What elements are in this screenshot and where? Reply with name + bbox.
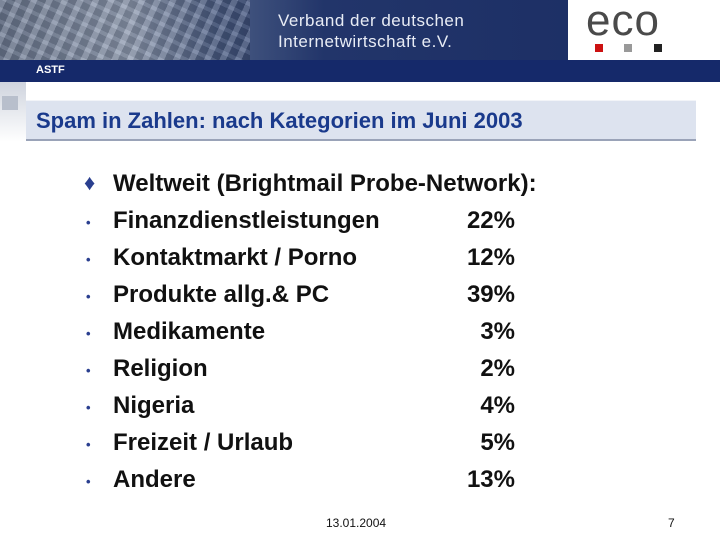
list-item: • Kontaktmarkt / Porno 12% — [0, 244, 720, 281]
bullet-icon: • — [86, 215, 91, 230]
bullet-icon: • — [86, 400, 91, 415]
item-value: 12% — [466, 244, 515, 271]
bullet-icon: • — [86, 252, 91, 267]
association-name: Verband der deutschen Internetwirtschaft… — [278, 10, 558, 52]
bullet-icon: • — [86, 363, 91, 378]
item-value: 22% — [466, 207, 515, 234]
list-item: • Freizeit / Urlaub 5% — [0, 429, 720, 466]
heading-row: ♦ Weltweit (Brightmail Probe-Network): — [0, 170, 720, 207]
logo-dot-gray — [624, 44, 632, 52]
section-label: ASTF — [36, 64, 65, 76]
list-item: • Medikamente 3% — [0, 318, 720, 355]
association-line-1: Verband der deutschen — [278, 11, 465, 30]
item-label: Finanzdienstleistungen — [113, 207, 380, 234]
list-item: • Religion 2% — [0, 355, 720, 392]
association-line-2: Internetwirtschaft e.V. — [278, 32, 453, 51]
bullet-icon: • — [86, 437, 91, 452]
heading-text: Weltweit (Brightmail Probe-Network): — [113, 170, 537, 197]
logo-text: eco — [586, 0, 660, 45]
item-value: 5% — [480, 429, 515, 456]
item-value: 39% — [466, 281, 515, 308]
side-block — [2, 96, 18, 110]
slide-title: Spam in Zahlen: nach Kategorien im Juni … — [36, 108, 523, 133]
item-label: Nigeria — [113, 392, 195, 419]
slide-title-box: Spam in Zahlen: nach Kategorien im Juni … — [26, 100, 696, 141]
list-item: • Andere 13% — [0, 466, 720, 503]
item-label: Religion — [113, 355, 208, 382]
footer-date: 13.01.2004 — [326, 516, 387, 530]
bullet-icon: • — [86, 474, 91, 489]
eco-logo: eco — [568, 0, 720, 60]
item-value: 2% — [480, 355, 515, 382]
item-value: 3% — [480, 318, 515, 345]
bullet-icon: • — [86, 289, 91, 304]
list-item: • Produkte allg.& PC 39% — [0, 281, 720, 318]
list-item: • Nigeria 4% — [0, 392, 720, 429]
bullet-icon: • — [86, 326, 91, 341]
header-banner: Verband der deutschen Internetwirtschaft… — [0, 0, 720, 60]
item-value: 4% — [480, 392, 515, 419]
side-decoration — [0, 82, 26, 142]
item-value: 13% — [466, 466, 515, 493]
item-label: Medikamente — [113, 318, 266, 345]
item-label: Andere — [113, 466, 196, 493]
logo-dot-red — [595, 44, 603, 52]
item-label: Freizeit / Urlaub — [113, 429, 294, 456]
page-number: 7 — [668, 516, 675, 530]
item-label: Kontaktmarkt / Porno — [113, 244, 358, 271]
section-strip: ASTF — [0, 60, 720, 82]
banner-texture — [0, 0, 250, 60]
diamond-bullet-icon: ♦ — [84, 170, 96, 195]
logo-dot-black — [654, 44, 662, 52]
list-item: • Finanzdienstleistungen 22% — [0, 207, 720, 244]
item-label: Produkte allg.& PC — [113, 281, 330, 308]
